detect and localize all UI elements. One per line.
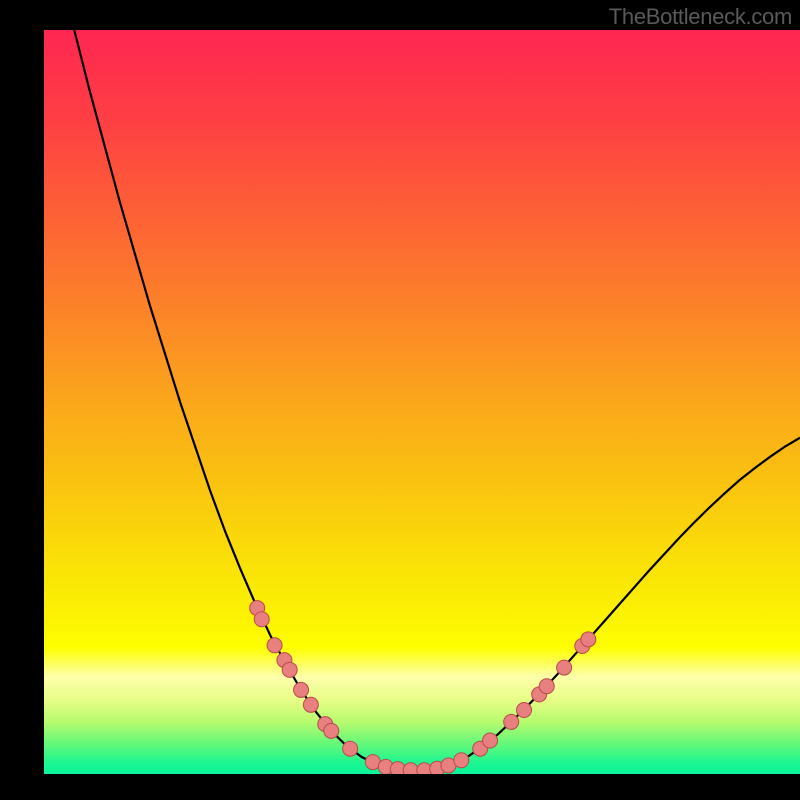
data-marker [324, 723, 339, 738]
data-marker [294, 682, 309, 697]
attribution-text: TheBottleneck.com [609, 4, 792, 30]
data-marker [343, 741, 358, 756]
data-marker [454, 753, 469, 768]
data-marker [504, 714, 519, 729]
data-marker [267, 638, 282, 653]
data-marker [254, 612, 269, 627]
gradient-background [44, 30, 800, 774]
data-marker [557, 660, 572, 675]
data-marker [483, 733, 498, 748]
data-marker [282, 662, 297, 677]
data-marker [403, 763, 418, 774]
chart-svg [44, 30, 800, 774]
data-marker [581, 632, 596, 647]
data-marker [303, 697, 318, 712]
data-marker [539, 679, 554, 694]
data-marker [517, 703, 532, 718]
plot-area [44, 30, 800, 774]
